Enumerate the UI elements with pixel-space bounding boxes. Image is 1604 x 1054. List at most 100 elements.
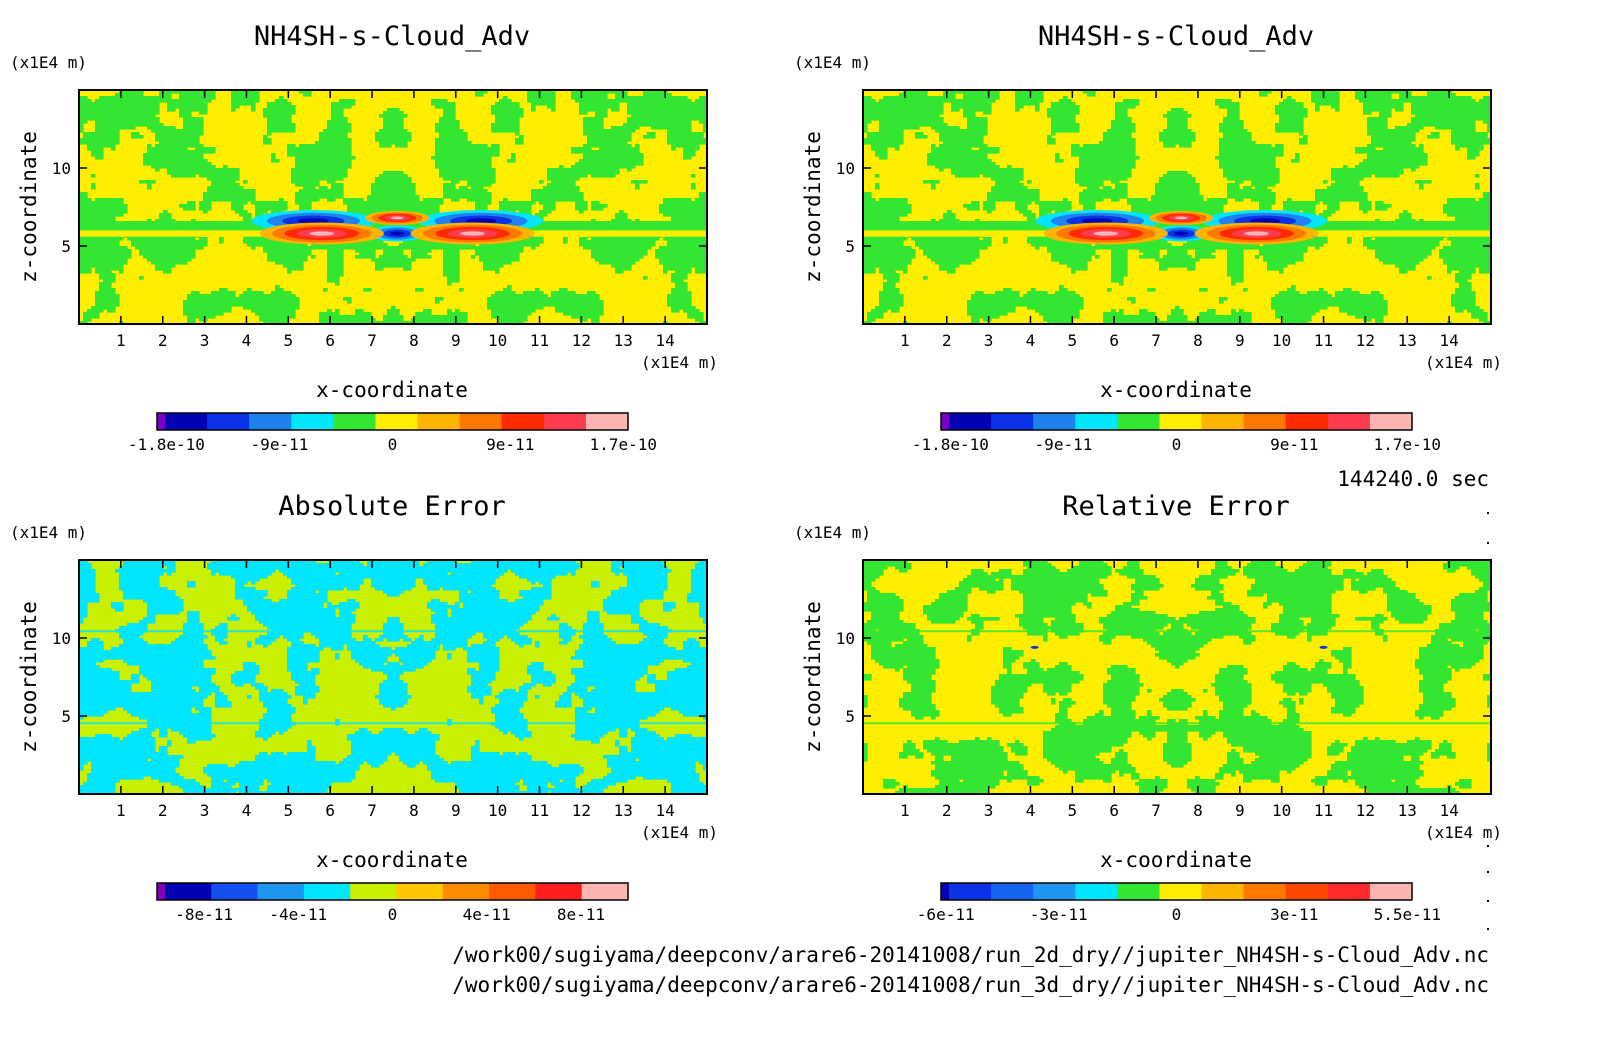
colorbar-swatch xyxy=(581,883,629,900)
colorbar-swatch xyxy=(157,413,166,430)
x-tick-label: 9 xyxy=(451,801,461,820)
time-label: 144240.0 sec xyxy=(1337,467,1489,491)
positive-lobe-right xyxy=(410,222,535,245)
x-tick-label: 6 xyxy=(1109,801,1119,820)
colorbar-label: -8e-11 xyxy=(175,905,233,924)
colorbar-label: -9e-11 xyxy=(251,435,309,454)
x-tick-label: 10 xyxy=(1272,801,1291,820)
x-tick-label: 5 xyxy=(284,331,294,350)
colorbar-swatch xyxy=(1075,413,1118,430)
x-tick-label: 14 xyxy=(656,331,675,350)
panel-title: Relative Error xyxy=(1062,491,1290,522)
x-tick-label: 6 xyxy=(325,331,335,350)
x-tick-label: 7 xyxy=(1151,331,1161,350)
colorbar-swatch xyxy=(165,883,212,900)
colorbar-swatch xyxy=(1327,883,1371,900)
x-tick-label: 10 xyxy=(488,801,507,820)
x-tick-label: 3 xyxy=(200,331,210,350)
x-tick-label: 13 xyxy=(1398,331,1417,350)
contour-field xyxy=(79,560,707,794)
colorbar-label: 8e-11 xyxy=(557,905,605,924)
x-tick-label: 9 xyxy=(451,331,461,350)
colorbar-label: -6e-11 xyxy=(917,905,975,924)
positive-lobe-center xyxy=(365,210,430,225)
colorbar-swatch xyxy=(1327,413,1371,430)
colorbar-label: 9e-11 xyxy=(486,435,534,454)
colorbar-swatch xyxy=(249,413,292,430)
x-tick-label: 11 xyxy=(530,801,549,820)
colorbar-swatch xyxy=(949,883,992,900)
x-tick-label: 13 xyxy=(614,801,633,820)
colorbar-label: -9e-11 xyxy=(1035,435,1093,454)
x-tick-label: 6 xyxy=(1109,331,1119,350)
x-tick-label: 3 xyxy=(984,801,994,820)
colorbar-swatch xyxy=(207,413,250,430)
y-tick-label: 10 xyxy=(52,159,71,178)
axis-ticks xyxy=(79,90,707,324)
colorbar-swatch xyxy=(291,413,334,430)
x-tick-label: 1 xyxy=(900,801,910,820)
positive-lobe-center xyxy=(1149,210,1214,225)
colorbar-swatch xyxy=(396,883,444,900)
y-unit-label: (x1E4 m) xyxy=(794,53,871,72)
colorbar-swatch xyxy=(1159,413,1203,430)
plot-frame xyxy=(862,89,1492,325)
colorbar-swatch xyxy=(1159,883,1203,900)
colorbar-swatch xyxy=(257,883,305,900)
panel-title: Absolute Error xyxy=(278,491,506,522)
colorbar-swatch xyxy=(543,413,587,430)
colorbar-swatch xyxy=(1285,883,1329,900)
colorbar-swatch xyxy=(949,413,992,430)
x-tick-label: 9 xyxy=(1235,801,1245,820)
panel-bottom-left: Absolute Error (x1E4 m) (x1E4 m) x-coordina… xyxy=(10,491,718,924)
x-unit-label: (x1E4 m) xyxy=(1425,823,1502,842)
colorbar-swatch xyxy=(1117,883,1160,900)
x-axis-label: x-coordinate xyxy=(316,848,468,872)
y-axis-label: z-coordinate xyxy=(801,601,825,753)
panel-top-left: NH4SH-s-Cloud_Adv (x1E4 m) (x1E4 m) x-coord… xyxy=(10,21,718,454)
y-tick-label: 5 xyxy=(845,707,855,726)
plot-frame xyxy=(78,89,708,325)
x-tick-label: 8 xyxy=(1193,801,1203,820)
colorbar-swatch xyxy=(1033,883,1076,900)
y-tick-label: 5 xyxy=(61,237,71,256)
colorbar-label: -3e-11 xyxy=(1030,905,1088,924)
y-tick-label: 10 xyxy=(836,629,855,648)
right-edge-dots xyxy=(1487,512,1489,930)
contour-field xyxy=(79,90,707,324)
colorbar-label: 0 xyxy=(1172,435,1182,454)
colorbar-swatch xyxy=(1285,413,1329,430)
colorbar-swatch xyxy=(941,413,950,430)
y-tick-label: 5 xyxy=(61,707,71,726)
x-unit-label: (x1E4 m) xyxy=(1425,353,1502,372)
colorbar-swatch xyxy=(1201,883,1245,900)
colorbar xyxy=(940,882,1413,901)
colorbar-swatch xyxy=(501,413,545,430)
x-tick-label: 4 xyxy=(242,801,252,820)
x-tick-label: 14 xyxy=(1440,801,1459,820)
colorbar-swatch xyxy=(991,883,1034,900)
y-tick-label: 5 xyxy=(845,237,855,256)
colorbar-swatch xyxy=(991,413,1034,430)
colorbar-swatch xyxy=(1075,883,1118,900)
colorbar-swatch xyxy=(1369,883,1413,900)
x-tick-label: 4 xyxy=(1026,801,1036,820)
x-tick-label: 2 xyxy=(942,331,952,350)
file-path-3d: /work00/sugiyama/deepconv/arare6-2014100… xyxy=(452,973,1489,997)
x-tick-label: 8 xyxy=(1193,331,1203,350)
positive-lobe-left xyxy=(1043,222,1168,245)
colorbar-swatch xyxy=(1201,413,1245,430)
colorbar-label: -1.8e-10 xyxy=(128,435,205,454)
x-tick-label: 10 xyxy=(1272,331,1291,350)
x-tick-label: 11 xyxy=(1314,331,1333,350)
x-tick-label: 11 xyxy=(1314,801,1333,820)
panel-bottom-right: Relative Error (x1E4 m) (x1E4 m) x-coordina… xyxy=(794,491,1502,924)
panel-title: NH4SH-s-Cloud_Adv xyxy=(1038,21,1314,52)
x-tick-label: 7 xyxy=(1151,801,1161,820)
y-axis-label: z-coordinate xyxy=(801,131,825,283)
axis-ticks xyxy=(79,560,707,794)
x-tick-label: 14 xyxy=(656,801,675,820)
x-tick-label: 8 xyxy=(409,801,419,820)
plot-frame xyxy=(862,559,1492,795)
